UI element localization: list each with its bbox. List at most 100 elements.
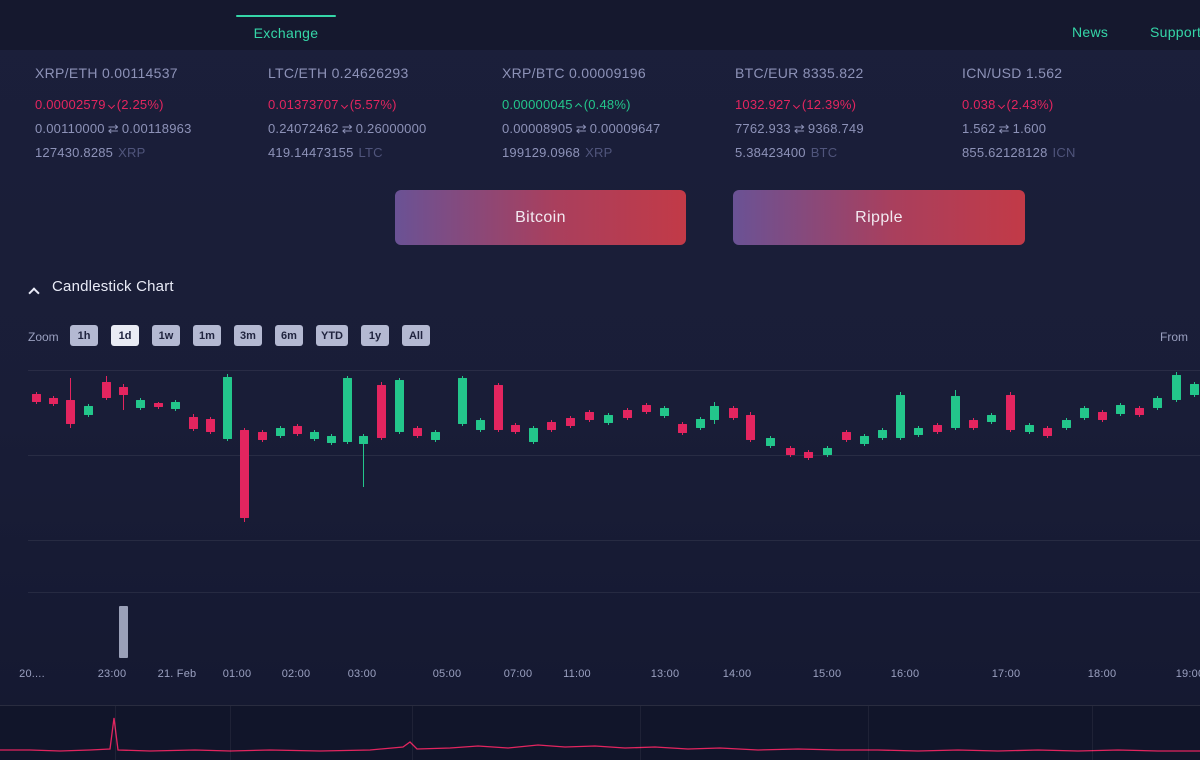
candle	[258, 358, 267, 596]
candle	[729, 358, 738, 596]
candle	[223, 358, 232, 596]
candle	[678, 358, 687, 596]
candle	[987, 358, 996, 596]
nav-support[interactable]: Support	[1150, 24, 1200, 40]
gridline	[28, 455, 1200, 456]
candle	[914, 358, 923, 596]
candle	[276, 358, 285, 596]
x-axis: 20.... 23:00 21. Feb 01:00 02:00 03:00 05:00 07…	[0, 668, 1200, 684]
ticker-xrp-eth[interactable]: XRP/ETH 0.00114537 0.00002579 (2.25%) 0.0…	[35, 66, 255, 161]
candle	[933, 358, 942, 596]
chart-section-title: Candlestick Chart	[52, 278, 174, 295]
top-nav: Exchange News Support	[0, 0, 1200, 50]
candle	[585, 358, 594, 596]
x-axis-label: 14:00	[722, 668, 752, 680]
candle	[1116, 358, 1125, 596]
candle	[842, 358, 851, 596]
range-3m-button[interactable]: 3m	[234, 325, 262, 346]
candle	[1043, 358, 1052, 596]
x-axis-label: 20....	[19, 668, 45, 680]
candlestick-chart[interactable]	[0, 358, 1200, 658]
x-axis-label: 23:00	[97, 668, 127, 680]
x-axis-label: 01:00	[222, 668, 252, 680]
range-1m-button[interactable]: 1m	[193, 325, 221, 346]
candle	[1153, 358, 1162, 596]
candle	[494, 358, 503, 596]
candle	[696, 358, 705, 596]
bitcoin-button[interactable]: Bitcoin	[395, 190, 686, 245]
candle	[66, 358, 75, 596]
range-arrows-icon: ⇄	[998, 121, 1010, 136]
candle	[786, 358, 795, 596]
candle	[1172, 358, 1181, 596]
range-arrows-icon: ⇄	[793, 121, 805, 136]
candle	[310, 358, 319, 596]
range-1h-button[interactable]: 1h	[70, 325, 98, 346]
navigator-gridline	[115, 706, 116, 760]
candle	[189, 358, 198, 596]
x-axis-label: 11:00	[563, 668, 591, 680]
range-arrows-icon: ⇄	[341, 121, 353, 136]
range-1y-button[interactable]: 1y	[361, 325, 389, 346]
candle	[1190, 358, 1199, 596]
candle	[206, 358, 215, 596]
down-arrow-icon	[792, 101, 800, 109]
candle	[395, 358, 404, 596]
candle	[951, 358, 960, 596]
x-axis-label: 16:00	[890, 668, 920, 680]
range-arrows-icon: ⇄	[107, 121, 119, 136]
candle	[642, 358, 651, 596]
range-1d-button[interactable]: 1d	[111, 325, 139, 346]
navigator-gridline	[412, 706, 413, 760]
candle	[1006, 358, 1015, 596]
up-arrow-icon	[574, 102, 582, 110]
ticker-volume: 419.14473155 LTC	[268, 145, 383, 160]
candle	[1025, 358, 1034, 596]
candle	[604, 358, 613, 596]
candle	[969, 358, 978, 596]
x-axis-label: 07:00	[503, 668, 533, 680]
navigator-gridline	[868, 706, 869, 760]
candle	[566, 358, 575, 596]
range-all-button[interactable]: All	[402, 325, 430, 346]
candle	[623, 358, 632, 596]
ticker-ltc-eth[interactable]: LTC/ETH 0.24626293 0.01373707 (5.57%) 0.2…	[268, 66, 488, 161]
down-arrow-icon	[340, 101, 348, 109]
candle	[458, 358, 467, 596]
x-axis-label: 17:00	[991, 668, 1021, 680]
ticker-range: 1.562 ⇄ 1.600	[962, 121, 1047, 136]
nav-news[interactable]: News	[1072, 24, 1109, 40]
ripple-button[interactable]: Ripple	[733, 190, 1025, 245]
ticker-volume: 127430.8285 XRP	[35, 145, 146, 160]
chart-navigator[interactable]	[0, 705, 1200, 760]
navigator-line	[0, 717, 1200, 752]
ticker-icn-usd[interactable]: ICN/USD 1.562 0.038 (2.43%) 1.562 ⇄ 1.600 8…	[962, 65, 1182, 161]
range-ytd-button[interactable]: YTD	[316, 325, 348, 346]
x-axis-label: 05:00	[432, 668, 462, 680]
ticker-btc-eur[interactable]: BTC/EUR 8335.822 1032.927 (12.39%) 7762.9…	[735, 66, 955, 161]
candle	[293, 358, 302, 596]
tab-exchange[interactable]: Exchange	[253, 25, 319, 41]
ticker-change: 0.01373707 (5.57%)	[268, 97, 397, 112]
range-6m-button[interactable]: 6m	[275, 325, 303, 346]
candle	[860, 358, 869, 596]
candle	[154, 358, 163, 596]
ticker-range: 0.00110000 ⇄ 0.00118963	[35, 121, 192, 136]
candle	[746, 358, 755, 596]
ticker-change: 0.00000045 (0.48%)	[502, 97, 631, 112]
gridline	[28, 540, 1200, 541]
ticker-xrp-btc[interactable]: XRP/BTC 0.00009196 0.00000045 (0.48%) 0.0…	[502, 66, 722, 161]
candle	[359, 358, 368, 596]
candle	[547, 358, 556, 596]
candle	[102, 358, 111, 596]
collapse-chevron-icon[interactable]	[28, 287, 40, 299]
range-selector: 1h 1d 1w 1m 3m 6m YTD 1y All	[70, 325, 430, 346]
candle	[1062, 358, 1071, 596]
x-axis-label: 19:00	[1175, 668, 1200, 680]
down-arrow-icon	[997, 101, 1005, 109]
ticker-pair: ICN/USD 1.562	[962, 65, 1063, 81]
candle	[136, 358, 145, 596]
range-1w-button[interactable]: 1w	[152, 325, 180, 346]
ticker-range: 0.24072462 ⇄ 0.26000000	[268, 121, 427, 136]
ticker-range: 7762.933 ⇄ 9368.749	[735, 121, 864, 136]
